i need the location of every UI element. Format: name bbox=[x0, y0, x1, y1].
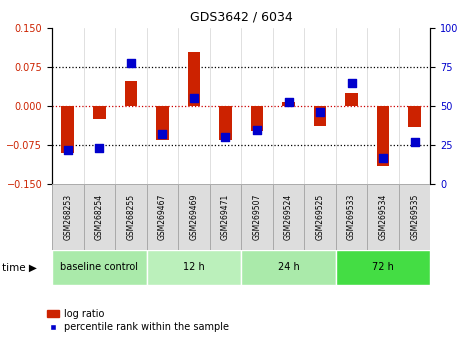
Bar bbox=[251, 106, 263, 131]
Point bbox=[285, 99, 292, 104]
Text: GSM269533: GSM269533 bbox=[347, 194, 356, 240]
Legend: log ratio, percentile rank within the sample: log ratio, percentile rank within the sa… bbox=[47, 309, 229, 332]
Text: time ▶: time ▶ bbox=[2, 262, 37, 272]
Bar bbox=[156, 106, 169, 140]
Text: 24 h: 24 h bbox=[278, 262, 299, 272]
Bar bbox=[314, 106, 326, 126]
Bar bbox=[219, 106, 232, 140]
Bar bbox=[210, 184, 241, 250]
Point bbox=[190, 96, 198, 101]
Point bbox=[158, 131, 166, 137]
Bar bbox=[93, 106, 105, 119]
Bar bbox=[188, 52, 200, 106]
Point bbox=[222, 135, 229, 140]
Text: GSM269467: GSM269467 bbox=[158, 194, 167, 240]
Bar bbox=[377, 106, 389, 166]
Bar bbox=[124, 81, 137, 106]
Bar bbox=[345, 93, 358, 106]
Bar bbox=[399, 184, 430, 250]
Text: GSM268255: GSM268255 bbox=[126, 194, 135, 240]
Text: GSM269525: GSM269525 bbox=[315, 194, 324, 240]
Text: GSM269535: GSM269535 bbox=[410, 194, 419, 240]
Bar bbox=[304, 184, 336, 250]
Bar bbox=[241, 250, 336, 285]
Point bbox=[127, 60, 135, 65]
Bar bbox=[408, 106, 421, 127]
Point bbox=[64, 147, 71, 153]
Bar bbox=[368, 184, 399, 250]
Bar bbox=[241, 184, 273, 250]
Text: 72 h: 72 h bbox=[372, 262, 394, 272]
Bar bbox=[147, 184, 178, 250]
Text: GSM269471: GSM269471 bbox=[221, 194, 230, 240]
Bar bbox=[115, 184, 147, 250]
Bar bbox=[178, 184, 210, 250]
Point bbox=[253, 127, 261, 132]
Text: GSM268254: GSM268254 bbox=[95, 194, 104, 240]
Bar bbox=[147, 250, 241, 285]
Bar bbox=[336, 184, 368, 250]
Bar bbox=[52, 250, 147, 285]
Point bbox=[348, 80, 355, 86]
Text: GSM269469: GSM269469 bbox=[189, 194, 199, 240]
Bar bbox=[273, 184, 304, 250]
Point bbox=[96, 145, 103, 151]
Bar bbox=[61, 106, 74, 153]
Point bbox=[316, 110, 324, 115]
Text: GSM269534: GSM269534 bbox=[378, 194, 388, 240]
Point bbox=[379, 155, 387, 160]
Bar bbox=[52, 184, 84, 250]
Text: GSM268253: GSM268253 bbox=[63, 194, 72, 240]
Point bbox=[411, 139, 419, 145]
Text: GDS3642 / 6034: GDS3642 / 6034 bbox=[190, 11, 293, 24]
Text: GSM269507: GSM269507 bbox=[253, 194, 262, 240]
Bar bbox=[282, 102, 295, 106]
Text: baseline control: baseline control bbox=[61, 262, 138, 272]
Text: 12 h: 12 h bbox=[183, 262, 205, 272]
Text: GSM269524: GSM269524 bbox=[284, 194, 293, 240]
Bar bbox=[84, 184, 115, 250]
Bar bbox=[336, 250, 430, 285]
